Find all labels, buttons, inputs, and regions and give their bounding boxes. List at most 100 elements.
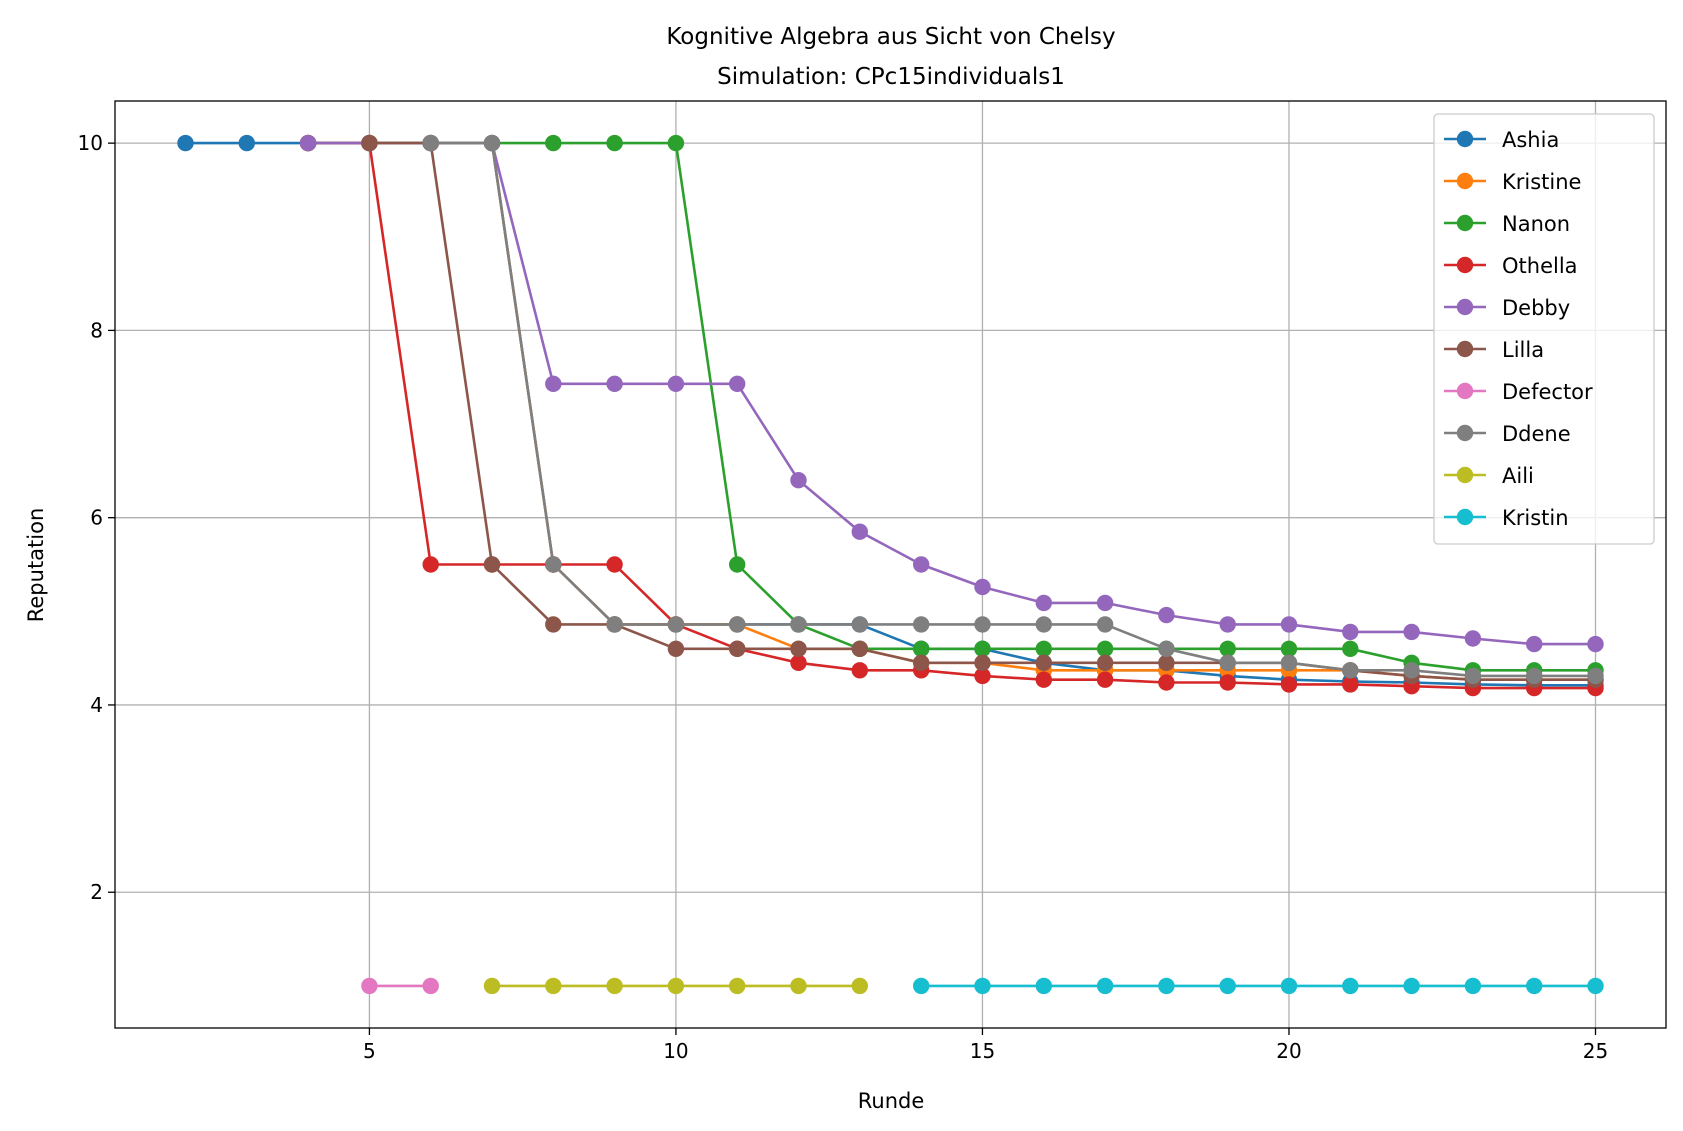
series-othella <box>299 134 1604 697</box>
data-point <box>1035 594 1053 612</box>
data-point <box>851 523 868 540</box>
data-point <box>790 640 807 657</box>
legend-item-ashia: Ashia <box>1444 128 1559 152</box>
legend-label: Lilla <box>1502 338 1544 362</box>
data-point <box>1526 667 1543 685</box>
x-axis-label: Runde <box>858 1089 925 1113</box>
series-ddene <box>422 134 1604 685</box>
data-point <box>361 134 378 152</box>
series-line <box>308 141 1596 646</box>
y-axis-label: Reputation <box>24 508 48 623</box>
data-point <box>1280 654 1298 671</box>
axis-ticks: 5 10 15 20 25 2 4 6 8 10 <box>78 131 1609 1063</box>
data-point <box>1096 654 1114 671</box>
data-point <box>1219 640 1236 657</box>
legend-item-kristine: Kristine <box>1444 170 1581 194</box>
data-point <box>974 578 991 596</box>
data-point <box>1219 977 1236 995</box>
data-point <box>1096 594 1114 612</box>
data-point <box>1035 977 1053 995</box>
y-tick-label: 8 <box>90 318 103 342</box>
series-defector <box>361 977 439 995</box>
data-point <box>1280 977 1298 995</box>
x-tick-label: 10 <box>663 1039 688 1063</box>
legend-label: Othella <box>1502 254 1578 278</box>
data-point <box>606 375 623 392</box>
series-line <box>430 141 1596 678</box>
data-point <box>1342 662 1359 679</box>
data-point <box>1096 640 1114 657</box>
x-tick-label: 5 <box>363 1039 376 1063</box>
legend-marker <box>1456 508 1474 526</box>
data-point <box>790 977 807 995</box>
data-point <box>1096 616 1114 633</box>
series-aili <box>483 977 868 995</box>
series-kristin <box>913 977 1604 995</box>
data-point <box>606 616 623 633</box>
legend-frame <box>1433 113 1655 545</box>
chart-subtitle: Simulation: CPc15individuals1 <box>717 64 1065 90</box>
data-point <box>667 134 685 152</box>
series-line <box>308 141 1596 682</box>
data-point <box>606 134 623 152</box>
x-tick-label: 25 <box>1583 1039 1608 1063</box>
data-point <box>1587 635 1604 653</box>
data-point <box>790 472 807 489</box>
data-point <box>1035 640 1053 657</box>
legend: Ashia Kristine Nanon Othella Debby Lilla Defec… <box>1433 113 1655 545</box>
legend-label: Kristin <box>1502 506 1569 530</box>
legend-marker <box>1456 424 1474 442</box>
data-point <box>1158 606 1175 624</box>
data-point <box>913 640 930 657</box>
legend-label: Ddene <box>1502 422 1571 446</box>
legend-marker <box>1456 382 1474 400</box>
data-point <box>1464 667 1482 685</box>
legend-item-othella: Othella <box>1444 254 1578 278</box>
data-point <box>545 556 562 573</box>
data-point <box>851 616 868 633</box>
y-tick-label: 6 <box>90 506 103 530</box>
data-point <box>1280 640 1298 657</box>
data-point <box>1587 977 1604 995</box>
data-point <box>790 616 807 633</box>
series-line <box>185 141 1596 687</box>
y-tick-label: 10 <box>78 131 103 155</box>
data-point <box>974 640 991 657</box>
legend-marker <box>1456 214 1474 232</box>
data-point <box>1342 977 1359 995</box>
data-point <box>1158 674 1175 691</box>
legend-marker <box>1456 466 1474 484</box>
series-ashia <box>177 134 1604 694</box>
data-point <box>1158 640 1175 657</box>
data-point <box>1587 667 1604 685</box>
data-point <box>729 640 746 657</box>
data-point <box>422 134 439 152</box>
legend-marker <box>1456 130 1474 148</box>
data-point <box>667 640 685 657</box>
data-point <box>1280 616 1298 633</box>
data-point <box>1035 616 1053 633</box>
data-point <box>1219 616 1236 633</box>
series-debby <box>299 134 1604 653</box>
data-point <box>1342 676 1359 693</box>
data-point <box>545 134 562 152</box>
data-point <box>545 375 562 392</box>
data-point <box>483 977 501 995</box>
data-point <box>1158 654 1175 671</box>
data-point <box>913 616 930 633</box>
data-point <box>1526 977 1543 995</box>
data-point <box>422 977 439 995</box>
data-point <box>851 662 868 679</box>
legend-label: Aili <box>1502 464 1534 488</box>
data-point <box>974 654 991 671</box>
series-line <box>308 141 1596 672</box>
data-point <box>913 556 930 573</box>
legend-label: Debby <box>1502 296 1570 320</box>
legend-item-debby: Debby <box>1444 296 1570 320</box>
data-point <box>790 654 807 671</box>
legend-item-lilla: Lilla <box>1444 338 1544 362</box>
data-point <box>1219 674 1236 691</box>
data-point <box>1403 623 1420 641</box>
legend-label: Kristine <box>1502 170 1581 194</box>
